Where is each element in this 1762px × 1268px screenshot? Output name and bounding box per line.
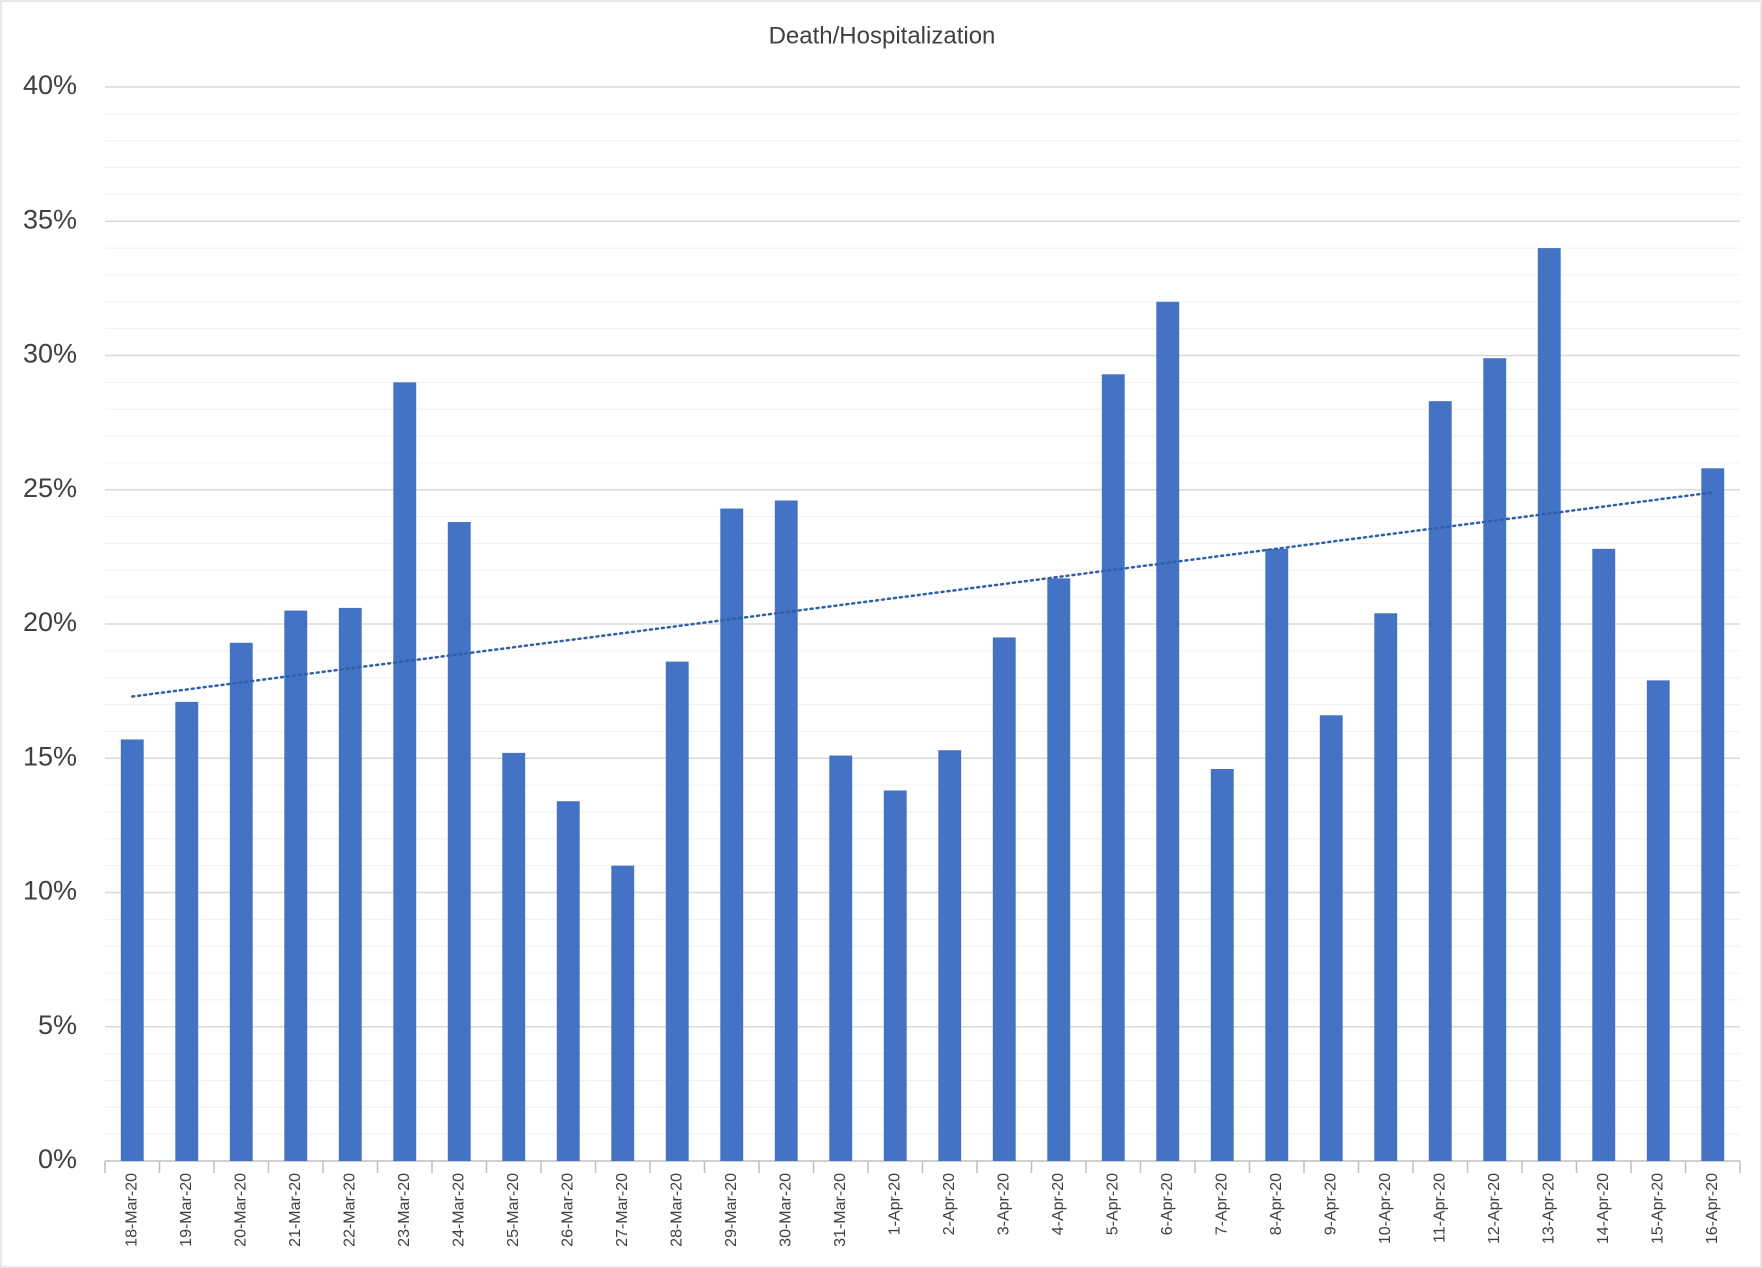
bar [829,755,853,1161]
x-tick-label: 29-Mar-20 [723,1173,740,1247]
bar [1428,401,1452,1161]
x-tick-label: 15-Apr-20 [1649,1173,1666,1244]
bar [175,701,199,1161]
x-tick-label: 13-Apr-20 [1540,1173,1557,1244]
x-tick-label: 12-Apr-20 [1486,1173,1503,1244]
y-tick-label: 20% [23,607,77,637]
bar [502,752,526,1161]
x-tick-label: 27-Mar-20 [614,1173,631,1247]
bar [1210,768,1234,1161]
bar [1592,548,1616,1161]
y-tick-label: 10% [23,876,77,906]
y-tick-label: 5% [38,1010,77,1040]
x-tick-label: 21-Mar-20 [287,1173,304,1247]
x-tick-label: 5-Apr-20 [1104,1173,1121,1235]
bar [774,500,798,1161]
x-tick-label: 19-Mar-20 [178,1173,195,1247]
x-tick-label: 14-Apr-20 [1595,1173,1612,1244]
x-tick-label: 9-Apr-20 [1322,1173,1339,1235]
x-tick-label: 20-Mar-20 [232,1173,249,1247]
x-tick-label: 22-Mar-20 [341,1173,358,1247]
bar [992,637,1016,1161]
x-tick-label: 26-Mar-20 [559,1173,576,1247]
y-tick-label: 35% [23,204,77,234]
bar [665,661,689,1161]
x-tick-label: 31-Mar-20 [832,1173,849,1247]
x-tick-label: 7-Apr-20 [1213,1173,1230,1235]
x-tick-label: 23-Mar-20 [396,1173,413,1247]
bar [1319,715,1343,1161]
bar [1265,548,1289,1161]
x-tick-label: 30-Mar-20 [777,1173,794,1247]
x-tick-label: 11-Apr-20 [1431,1173,1448,1243]
bar [938,750,962,1161]
bar [611,865,635,1161]
x-tick-label: 4-Apr-20 [1050,1173,1067,1235]
x-tick-label: 1-Apr-20 [886,1173,903,1235]
bar [120,739,144,1161]
bar [338,607,362,1161]
trendline [131,491,1714,698]
bar [1101,374,1125,1161]
bar [1374,613,1398,1161]
x-tick-label: 24-Mar-20 [450,1173,467,1247]
x-tick-label: 6-Apr-20 [1159,1173,1176,1235]
x-tick-label: 10-Apr-20 [1377,1173,1394,1244]
bar [1483,358,1507,1161]
chart-title: Death/Hospitalization [769,22,996,49]
y-tick-label: 30% [23,339,77,369]
x-tick-label: 8-Apr-20 [1268,1173,1285,1235]
y-tick-label: 15% [23,741,77,771]
bar [1156,301,1180,1161]
x-tick-label: 2-Apr-20 [941,1173,958,1235]
bar [284,610,308,1161]
y-tick-label: 25% [23,473,77,503]
bar [447,521,471,1161]
bar [229,642,253,1161]
x-tick-label: 18-Mar-20 [123,1173,140,1247]
x-tick-label: 25-Mar-20 [505,1173,522,1247]
bar [1537,248,1561,1162]
bar [883,790,907,1161]
y-tick-label: 40% [23,70,77,100]
bar [1701,468,1725,1161]
x-tick-label: 16-Apr-20 [1704,1173,1721,1244]
y-tick-label: 0% [38,1144,77,1174]
x-tick-label: 3-Apr-20 [995,1173,1012,1235]
bar [1047,578,1071,1161]
x-tick-label: 28-Mar-20 [668,1173,685,1247]
bar [720,508,744,1161]
bar [393,382,417,1162]
bar [556,801,580,1161]
bar [1646,680,1670,1161]
